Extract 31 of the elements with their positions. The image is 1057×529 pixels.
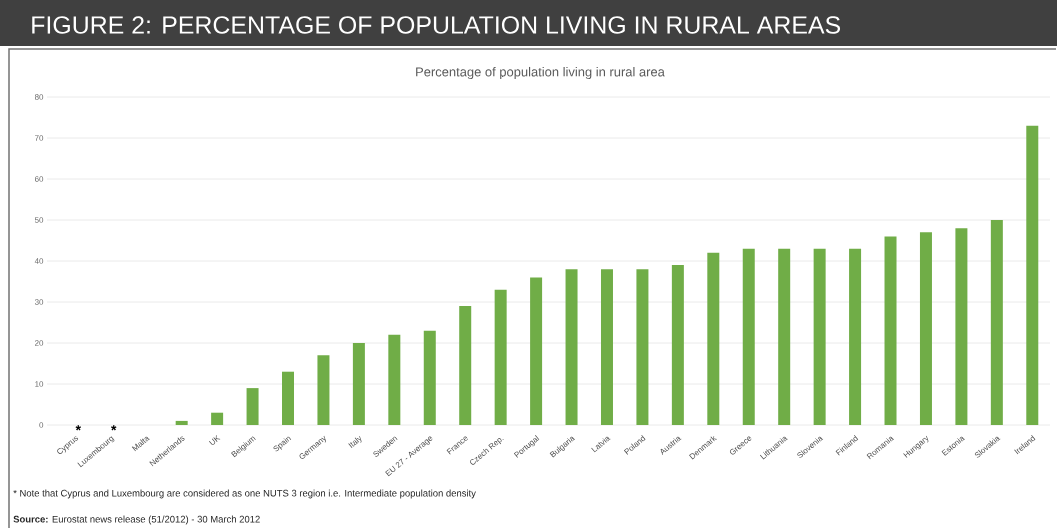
bar [459,306,472,425]
bar [211,412,224,425]
text: * Note that Cyprus and Luxembourg are considered as one NUTS 3 region i.e. Intermediate population density [13,489,476,499]
bar [317,355,330,425]
bar [990,220,1003,425]
bar [1026,125,1039,425]
chart-title: FIGURE 2: PERCENTAGE OF POPULATION LIVING IN RURAL AREAS [32,16,841,34]
bar [600,269,613,425]
chart-subtitle: Percentage of population living in rural area [416,66,665,80]
bar [849,248,862,425]
bar [636,269,649,425]
bar [778,248,791,425]
text: * [75,425,81,431]
bar [246,388,259,425]
bar [742,248,755,425]
bar [565,269,578,425]
bar [352,343,365,425]
bar [919,232,932,425]
bar [707,252,720,425]
bar [423,330,436,425]
text: * [111,425,117,431]
bar [955,228,968,425]
bar [884,236,897,425]
bar [530,277,543,425]
bar [494,289,507,425]
bar [282,371,294,425]
bar [175,420,188,425]
bar [813,248,826,425]
bar [388,334,401,425]
text: Source: Eurostat news release (51/2012) - 30 March 2012 [13,515,260,525]
bar [671,265,684,425]
